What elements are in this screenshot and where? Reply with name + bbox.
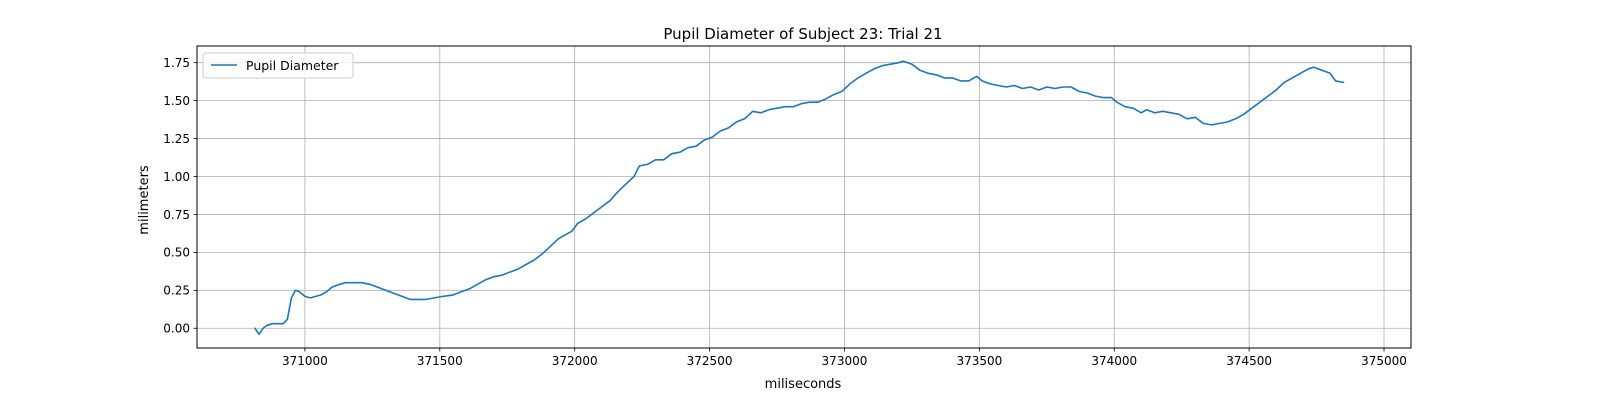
y-tick-label: 1.75 xyxy=(163,56,190,70)
chart-title: Pupil Diameter of Subject 23: Trial 21 xyxy=(663,25,942,43)
plot-area xyxy=(197,46,1411,348)
y-tick-label: 1.25 xyxy=(163,132,190,146)
x-tick-label: 373500 xyxy=(956,354,1002,368)
x-tick-label: 375000 xyxy=(1361,354,1407,368)
legend: Pupil Diameter xyxy=(202,52,354,79)
x-tick-label: 374500 xyxy=(1226,354,1272,368)
grid-lines xyxy=(197,46,1411,348)
x-tick-label: 373000 xyxy=(822,354,868,368)
x-tick-label: 372000 xyxy=(552,354,598,368)
y-tick-label: 1.50 xyxy=(163,94,190,108)
y-axis-ticks: 0.00 0.25 0.50 0.75 1.00 1.25 1.50 1.75 xyxy=(163,56,197,336)
y-tick-label: 1.00 xyxy=(163,170,190,184)
x-tick-label: 371500 xyxy=(417,354,463,368)
y-tick-label: 0.75 xyxy=(163,208,190,222)
y-tick-label: 0.25 xyxy=(163,284,190,298)
legend-box xyxy=(202,52,354,79)
series-group xyxy=(254,60,1345,336)
plot-frame xyxy=(196,45,1412,349)
y-tick-label: 0.50 xyxy=(163,246,190,260)
y-axis-label: milimeters xyxy=(137,165,152,235)
x-tick-label: 371000 xyxy=(282,354,328,368)
x-axis-ticks: 371000 371500 372000 372500 373000 373500 3740… xyxy=(282,348,1407,368)
x-tick-label: 372500 xyxy=(687,354,733,368)
x-tick-label: 374000 xyxy=(1091,354,1137,368)
legend-label-pupil-diameter: Pupil Diameter xyxy=(246,58,339,73)
y-tick-label: 0.00 xyxy=(163,322,190,336)
x-axis-label: miliseconds xyxy=(765,377,842,392)
series-line-pupil-diameter xyxy=(254,60,1345,336)
